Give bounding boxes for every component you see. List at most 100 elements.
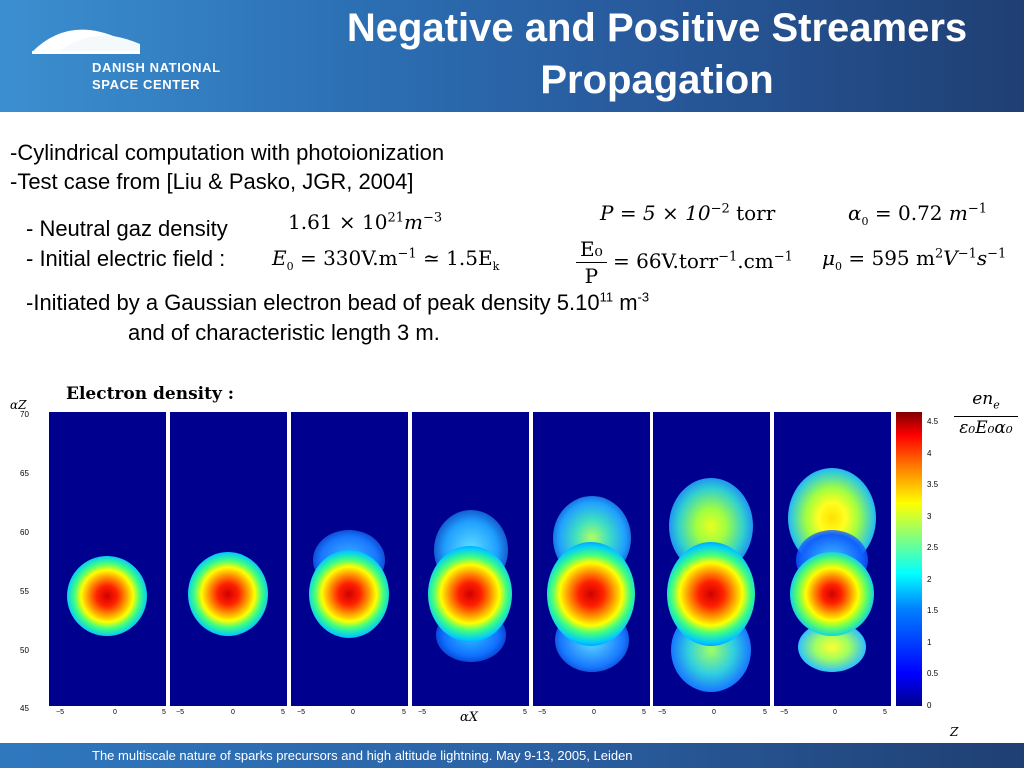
field-symbol: E [272, 246, 287, 270]
y-tick: 55 [20, 587, 29, 596]
x-tick: 5 [883, 709, 887, 716]
x-tick: −5 [297, 709, 305, 716]
density-panel-3 [291, 412, 408, 706]
footer-text: The multiscale nature of sparks precurso… [92, 748, 633, 763]
ratio-value: = 66V.torr [612, 249, 719, 273]
alpha-value: = 0.72 [874, 201, 943, 225]
ratio-exp-1: −1 [718, 249, 738, 265]
x-tick: −5 [538, 709, 546, 716]
colorbar-tick: 3 [927, 512, 932, 521]
x-tick: 5 [523, 709, 527, 716]
ratio-numerator: E₀ [576, 236, 607, 263]
eq-reduced-field: E₀ P = 66V.torr−1.cm−1 [576, 236, 793, 289]
colorbar-tick: 4 [927, 449, 932, 458]
x-tick: −5 [176, 709, 184, 716]
density-panel-5 [533, 412, 650, 706]
title-line-1: Negative and Positive Streamers [346, 6, 968, 50]
mu-exp-1: 2 [934, 246, 944, 262]
logo-line-2: SPACE CENTER [92, 77, 201, 92]
density-mantissa: 1.61 × 10 [288, 210, 388, 234]
x-tick: 5 [281, 709, 285, 716]
bullet-characteristic-length: and of characteristic length 3 m. [128, 320, 440, 345]
colorbar-num-sub: e [993, 398, 1000, 412]
colorbar-tick: 0.5 [927, 669, 939, 678]
y-axis-label: αZ [10, 398, 27, 412]
alpha-symbol: α [848, 201, 862, 225]
colorbar-label-denominator: ε₀E₀α₀ [959, 418, 1013, 439]
mu-sub: 0 [835, 260, 842, 273]
bead-unit: m [613, 290, 638, 315]
ratio-denominator: P [584, 264, 599, 288]
field-value: = 330V.m [299, 246, 398, 270]
mu-value: = 595 m [848, 246, 935, 270]
colorbar-label-numerator: ene [954, 388, 1018, 418]
y-tick: 65 [20, 469, 29, 478]
colorbar-num: en [972, 389, 994, 409]
colorbar-label: ene ε₀E₀α₀ [954, 388, 1018, 439]
eq-mobility: μ0 = 595 m2V−1s−1 [822, 245, 1006, 280]
x-tick: −5 [658, 709, 666, 716]
logo-line-1: DANISH NATIONAL [92, 60, 221, 75]
colorbar-tick: 2.5 [927, 543, 939, 552]
density-panel-7 [774, 412, 891, 706]
ratio-mid: .cm [737, 249, 774, 273]
colorbar-tick: 1.5 [927, 606, 939, 615]
x-tick: 0 [113, 709, 117, 716]
x-tick: −5 [418, 709, 426, 716]
title-line-2: Propagation [540, 58, 774, 102]
slide-title: Negative and Positive Streamers Propagat… [290, 2, 1024, 106]
x-tick: 0 [231, 709, 235, 716]
bead-text: -Initiated by a Gaussian electron bead o… [26, 290, 600, 315]
colorbar-tick: 0 [927, 701, 932, 710]
density-panel-6 [653, 412, 770, 706]
z-label: Z [950, 725, 959, 739]
mu-mid: V [943, 246, 958, 270]
x-tick: 5 [763, 709, 767, 716]
bullet-initial-field: - Initial electric field : [26, 246, 226, 271]
density-panel-1 [49, 412, 166, 706]
bullet-gaussian-bead: -Initiated by a Gaussian electron bead o… [26, 289, 649, 317]
colorbar-tick: 3.5 [927, 480, 939, 489]
y-tick: 70 [20, 410, 29, 419]
logo-text: DANISH NATIONAL SPACE CENTER [92, 59, 221, 93]
alpha-unit-exp: −1 [967, 201, 988, 217]
colorbar-tick: 2 [927, 575, 932, 584]
mu-exp-2: −1 [957, 246, 977, 262]
x-axis-label: αX [460, 710, 479, 725]
x-tick: 0 [592, 709, 596, 716]
eq-initial-field: E0 = 330V.m−1 ≃ 1.5Ek [272, 245, 499, 280]
slide-footer: The multiscale nature of sparks precurso… [0, 743, 1024, 768]
ratio-exp-2: −1 [773, 249, 793, 265]
bullet-neutral-density: - Neutral gaz density [26, 216, 228, 241]
density-unit-exp: −3 [422, 210, 443, 226]
eq-neutral-density: 1.61 × 1021m−3 [288, 209, 442, 235]
x-tick: 0 [833, 709, 837, 716]
density-panel-2 [170, 412, 287, 706]
y-tick: 50 [20, 646, 29, 655]
x-tick: 5 [402, 709, 406, 716]
bullet-cylindrical: -Cylindrical computation with photoioniz… [10, 140, 445, 165]
x-tick: −5 [780, 709, 788, 716]
y-tick: 60 [20, 528, 29, 537]
x-tick: 5 [642, 709, 646, 716]
field-sub: 0 [286, 260, 294, 273]
x-tick: 5 [162, 709, 166, 716]
figure-caption: Electron density : [66, 384, 235, 404]
colorbar-tick: 1 [927, 638, 932, 647]
ratio-fraction: E₀ P [576, 236, 607, 289]
colorbar-tick: 4.5 [927, 417, 939, 426]
slide-header: DANISH NATIONAL SPACE CENTER Negative an… [0, 0, 1024, 112]
field-approx-sub: k [492, 260, 500, 273]
bead-density-exp: 11 [599, 289, 614, 305]
colorbar [896, 412, 922, 706]
pressure-unit: torr [729, 201, 776, 225]
bullet-test-case: -Test case from [Liu & Pasko, JGR, 2004] [10, 169, 414, 194]
mu-exp-3: −1 [987, 246, 1007, 262]
eq-alpha: α0 = 0.72 m−1 [848, 200, 987, 235]
eq-pressure: P = 5 × 10−2 torr [600, 200, 775, 226]
field-approx: ≃ 1.5E [423, 246, 493, 270]
y-tick: 45 [20, 704, 29, 713]
pressure-exp: −2 [710, 201, 730, 217]
mu-end: s [976, 246, 988, 270]
x-tick: 0 [712, 709, 716, 716]
